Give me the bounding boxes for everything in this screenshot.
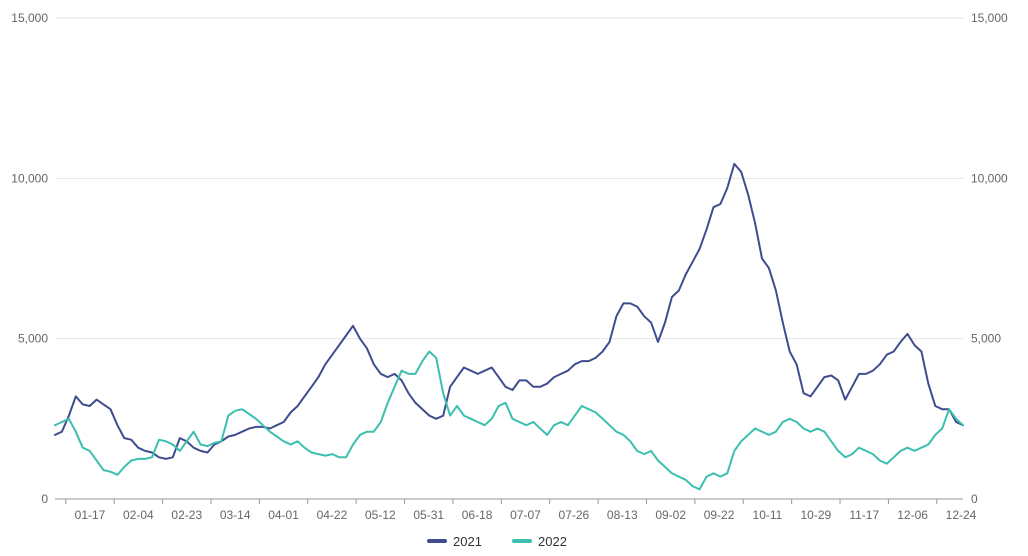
x-tick-label: 02-04	[123, 508, 154, 522]
legend-swatch	[427, 539, 447, 543]
legend-item-2021[interactable]: 2021	[427, 534, 482, 549]
x-tick-label: 07-07	[510, 508, 541, 522]
x-tick-label: 05-12	[365, 508, 396, 522]
y-axis-right: 0 5,000 10,000 15,000	[971, 11, 1008, 506]
x-tick-label: 09-02	[655, 508, 686, 522]
x-tick-label: 05-31	[413, 508, 444, 522]
y-tick-right: 0	[971, 492, 978, 506]
legend-swatch	[512, 539, 532, 543]
y-tick-left: 5,000	[18, 332, 48, 346]
x-axis: 01-17 02-04 02-23 03-14 04-01 04-22 05-12 05-31…	[55, 498, 977, 522]
series-line-2022	[54, 350, 964, 491]
grid-lines	[55, 17, 963, 340]
legend-item-2022[interactable]: 2022	[512, 534, 567, 549]
y-tick-right: 5,000	[971, 332, 1001, 346]
x-tick-label: 09-22	[704, 508, 735, 522]
x-tick-label: 11-17	[849, 508, 879, 522]
x-tick-label: 12-06	[897, 508, 928, 522]
x-tick-label: 02-23	[171, 508, 202, 522]
x-tick-label: 10-11	[753, 508, 783, 522]
y-axis-left: 0 5,000 10,000 15,000	[11, 11, 48, 506]
x-tick-label: 04-22	[317, 508, 348, 522]
legend-label: 2021	[453, 534, 482, 549]
x-tick-label: 08-13	[607, 508, 638, 522]
y-tick-left: 10,000	[11, 171, 48, 185]
y-tick-left: 15,000	[11, 11, 48, 25]
x-tick-label: 12-24	[946, 508, 977, 522]
x-tick-label: 10-29	[800, 508, 831, 522]
series-line-2021	[54, 162, 964, 460]
x-tick-label: 06-18	[462, 508, 493, 522]
y-tick-left: 0	[41, 492, 48, 506]
legend[interactable]: 2021 2022	[427, 534, 567, 549]
y-tick-right: 15,000	[971, 11, 1008, 25]
x-tick-label: 03-14	[220, 508, 251, 522]
x-tick-label: 04-01	[268, 508, 299, 522]
y-tick-right: 10,000	[971, 171, 1008, 185]
series-lines	[54, 162, 964, 491]
legend-label: 2022	[538, 534, 567, 549]
x-tick-label: 07-26	[559, 508, 590, 522]
x-tick-label: 01-17	[75, 508, 106, 522]
